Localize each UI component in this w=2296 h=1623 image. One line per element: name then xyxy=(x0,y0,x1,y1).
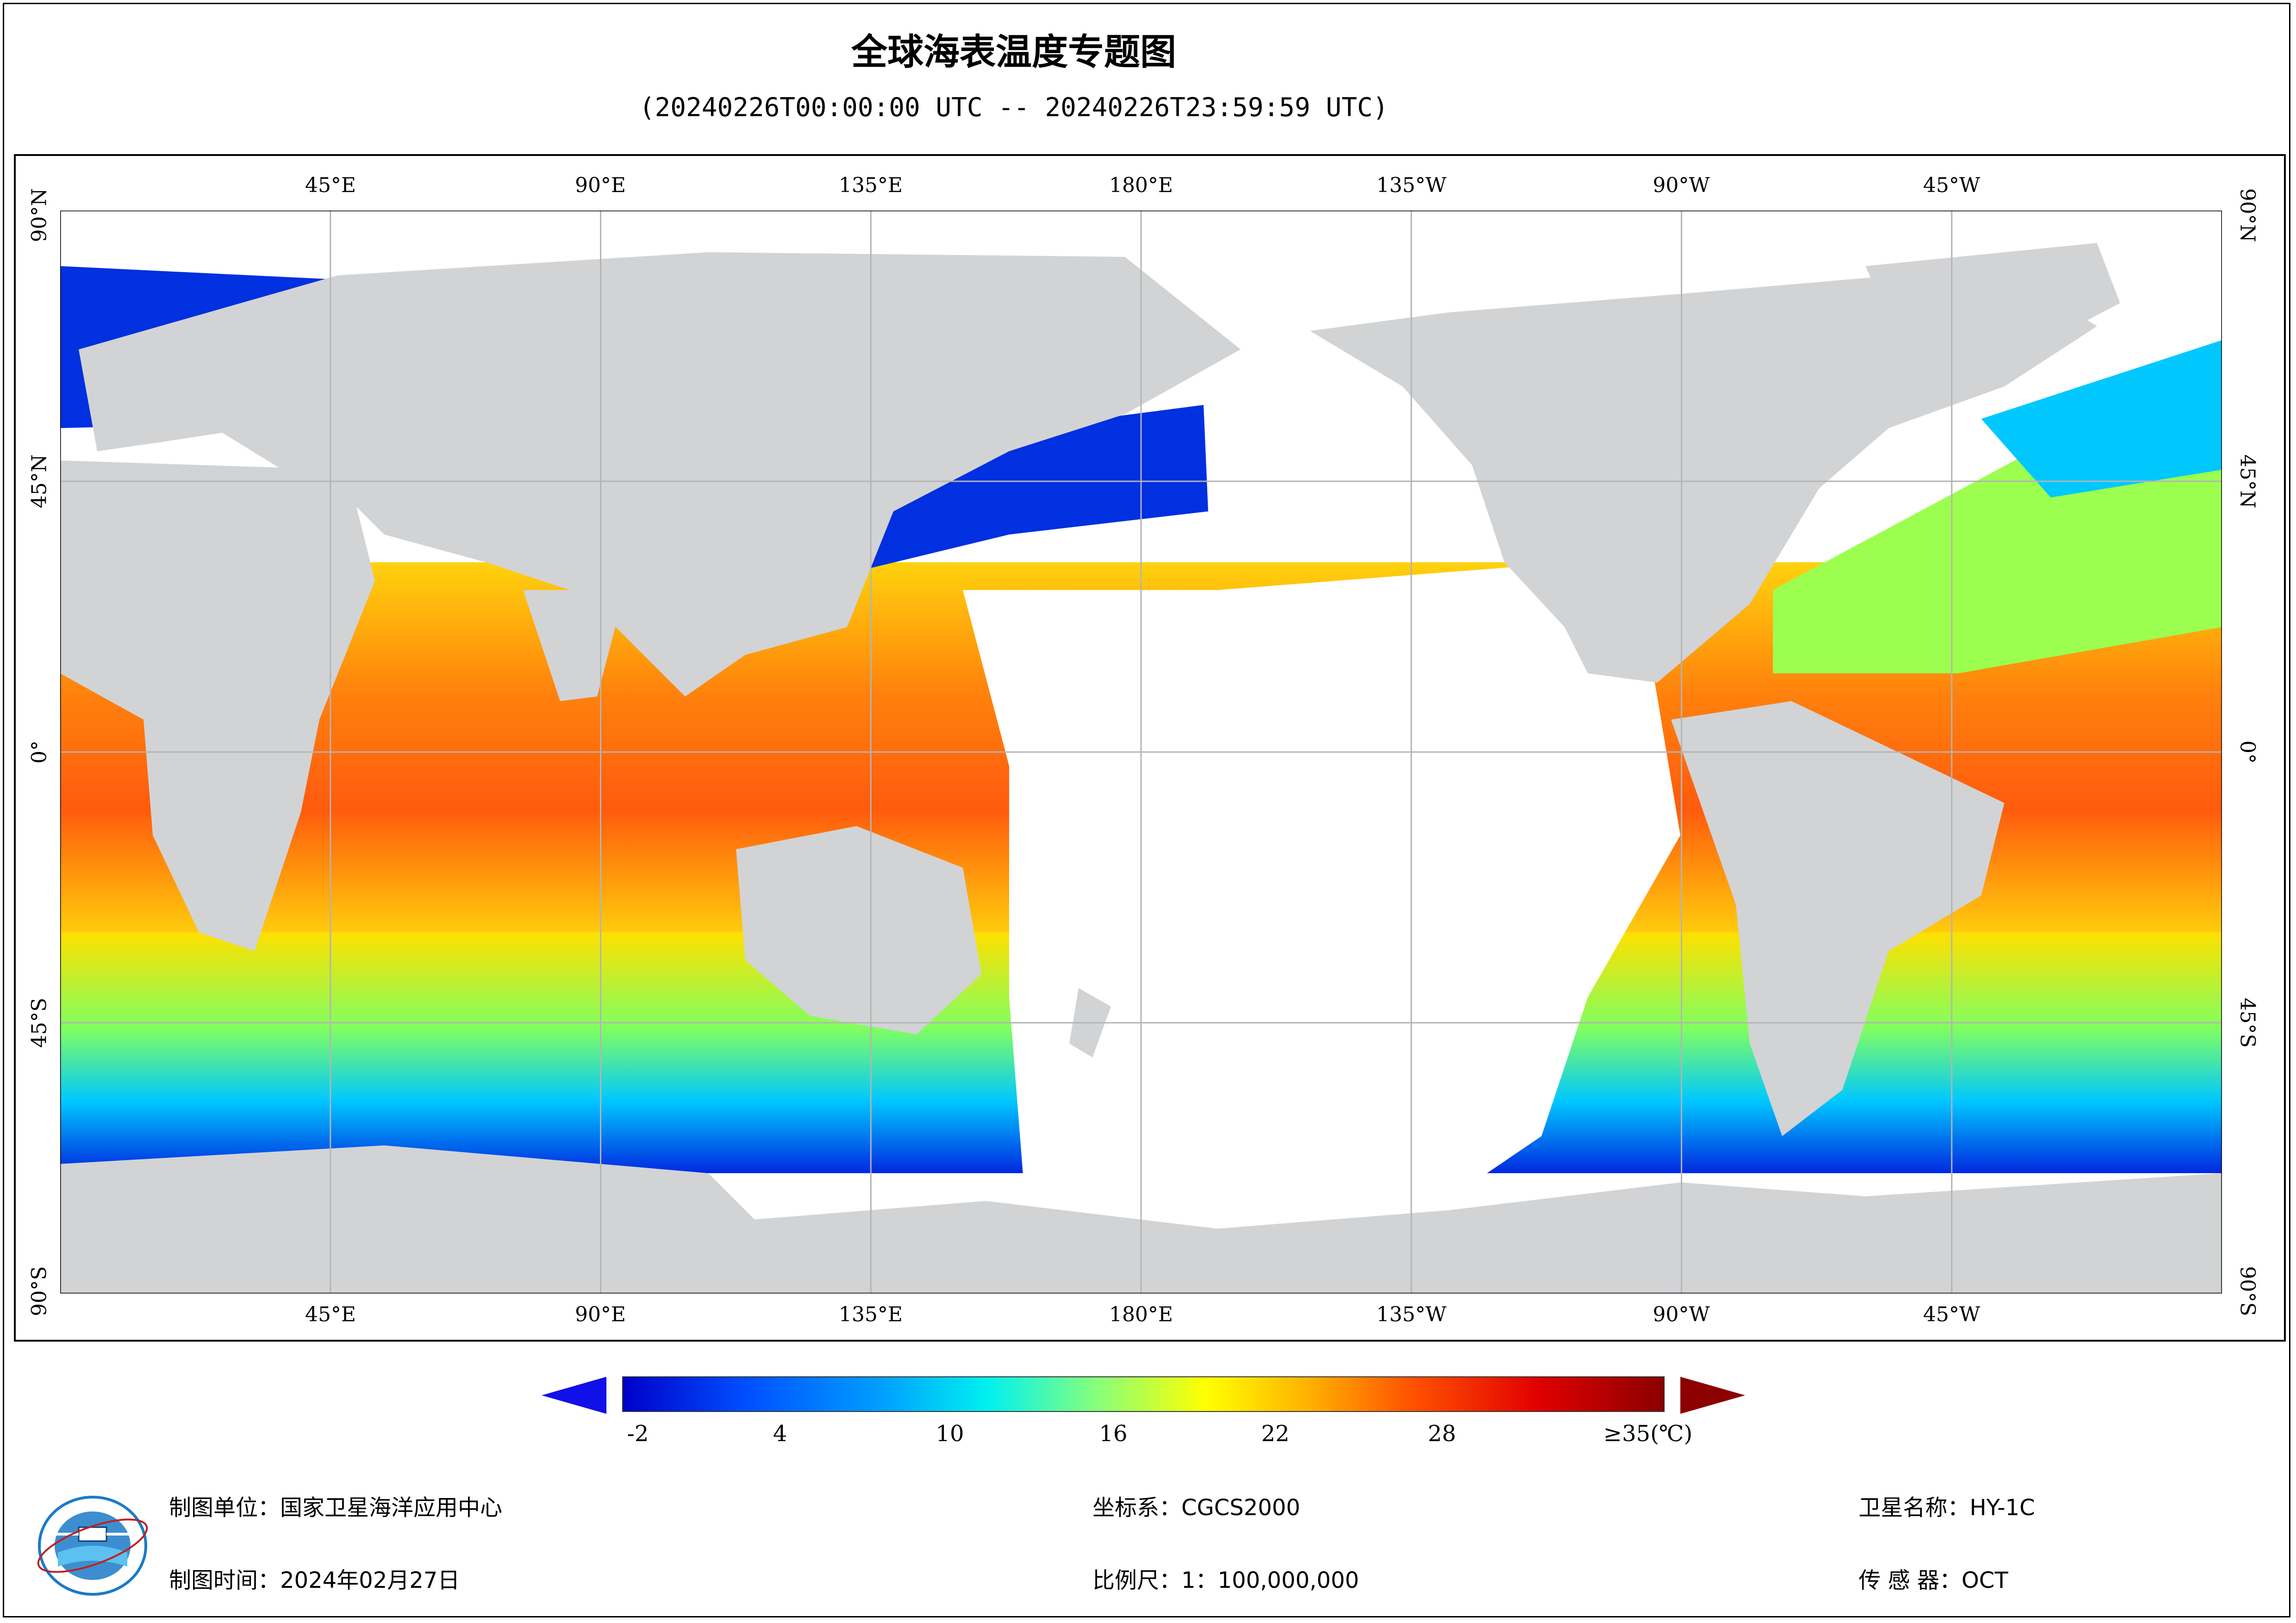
lon-label-top: 90°E xyxy=(574,174,626,197)
graticule xyxy=(60,211,2222,1293)
lon-label-bottom: 90°W xyxy=(1653,1303,1710,1326)
lon-label-bottom: 45°E xyxy=(305,1303,356,1326)
colorbar-tick: 28 xyxy=(1428,1421,1456,1447)
colorbar-tick: 4 xyxy=(773,1421,787,1447)
colorbar-tick: ≥35(℃) xyxy=(1603,1421,1693,1447)
colorbar-max-arrow xyxy=(1680,1377,1745,1414)
land-north-america xyxy=(1310,266,2097,683)
satellite-label: 卫星名称：HY-1C xyxy=(1859,1495,2035,1521)
colorbar-min-arrow xyxy=(542,1377,606,1414)
page-title: 全球海表温度专题图 xyxy=(851,31,1176,73)
lon-label-top: 180°E xyxy=(1109,174,1173,197)
scale-label: 比例尺：1：100,000,000 xyxy=(1092,1567,1359,1593)
lon-label-bottom: 135°E xyxy=(838,1303,903,1326)
time-range-subtitle: (20240226T00:00:00 UTC -- 20240226T23:59… xyxy=(639,93,1389,123)
colorbar-tick: 16 xyxy=(1099,1421,1128,1447)
lon-label-bottom: 135°W xyxy=(1376,1303,1447,1326)
lon-label-top: 135°E xyxy=(838,174,903,197)
production-date-label: 制图时间：2024年02月27日 xyxy=(169,1567,460,1593)
lat-label-left: 90°S xyxy=(27,1266,51,1317)
lat-label-right: 45°S xyxy=(2235,997,2259,1048)
lat-label-right: 45°N xyxy=(2235,454,2259,509)
land-eurasia xyxy=(79,252,1241,696)
land-africa xyxy=(60,460,375,951)
lat-label-right: 90°N xyxy=(2235,188,2259,243)
producer-label: 制图单位：国家卫星海洋应用中心 xyxy=(169,1495,503,1521)
lon-label-top: 90°W xyxy=(1653,174,1710,197)
lat-label-left: 0° xyxy=(27,740,51,764)
lon-label-bottom: 90°E xyxy=(574,1303,626,1326)
nsoas-logo-icon xyxy=(37,1496,148,1596)
sst-map xyxy=(60,211,2222,1293)
lat-label-right: 0° xyxy=(2235,740,2259,764)
lat-label-left: 45°S xyxy=(27,997,51,1048)
land-india xyxy=(523,590,625,701)
colorbar xyxy=(542,1376,1745,1414)
lon-label-top: 45°W xyxy=(1923,174,1980,197)
land-greenland xyxy=(1866,243,2120,363)
lat-label-left: 90°N xyxy=(27,188,51,243)
sst-north-atlantic-cold xyxy=(1981,340,2222,497)
lon-label-top: 135°W xyxy=(1376,174,1447,197)
land-australia xyxy=(736,826,981,1034)
lat-label-right: 90°S xyxy=(2235,1266,2259,1317)
colorbar-gradient xyxy=(622,1376,1665,1412)
colorbar-tick: 22 xyxy=(1261,1421,1290,1447)
no-data-pacific xyxy=(963,558,1680,1293)
colorbar-tick: -2 xyxy=(627,1421,649,1447)
sensor-label: 传 感 器：OCT xyxy=(1859,1567,2009,1593)
colorbar-tick: 10 xyxy=(936,1421,964,1447)
crs-label: 坐标系：CGCS2000 xyxy=(1092,1495,1300,1521)
lat-label-left: 45°N xyxy=(27,454,51,509)
lon-label-bottom: 180°E xyxy=(1109,1303,1173,1326)
lon-label-top: 45°E xyxy=(305,174,356,197)
land-south-america xyxy=(1671,701,2004,1136)
page-border xyxy=(3,3,2290,1617)
lon-label-bottom: 45°W xyxy=(1923,1303,1980,1326)
